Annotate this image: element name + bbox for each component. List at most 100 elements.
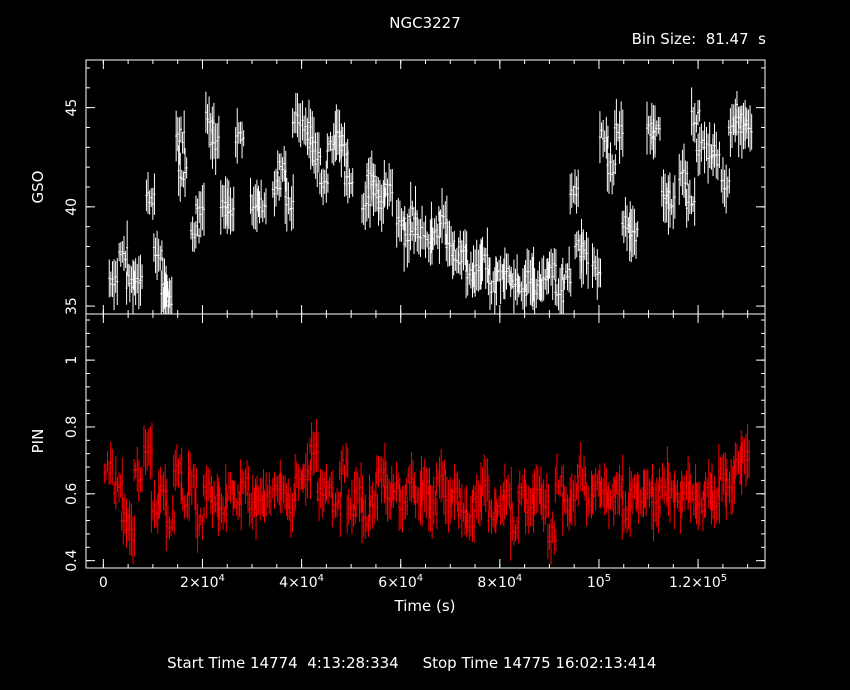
chart-title: NGC3227 <box>389 14 461 32</box>
gso-data-point <box>125 259 136 314</box>
pin-data-point <box>224 464 235 513</box>
pin-data-point <box>494 485 505 534</box>
pin-data-point <box>194 488 205 553</box>
gso-y-tick-label: 45 <box>64 99 80 117</box>
start-time-label: Start Time 14774 4:13:28:334 <box>167 654 399 672</box>
gso-data-point <box>271 168 282 217</box>
pin-data-point <box>717 444 728 508</box>
pin-data-point <box>576 441 587 496</box>
pin-data-point <box>472 474 483 527</box>
gso-data-point <box>705 122 716 184</box>
gso-data-point <box>732 90 743 136</box>
pin-data-point <box>554 453 565 505</box>
pin-data-point <box>479 454 490 513</box>
x-tick-label: 6×104 <box>378 573 423 591</box>
gso-data-point <box>613 99 624 164</box>
pin-data-point <box>217 482 228 537</box>
gso-data-point <box>118 220 129 276</box>
pin-data-point <box>157 463 168 519</box>
pin-data-point <box>390 461 401 509</box>
pin-data-point <box>487 487 498 534</box>
gso-data-point <box>628 205 639 263</box>
gso-data-point <box>403 213 414 272</box>
pin-y-tick-label: 0.4 <box>64 549 80 571</box>
pin-data-point <box>172 444 183 500</box>
gso-data-point <box>145 172 156 220</box>
gso-data-point <box>395 198 406 248</box>
gso-data-point <box>742 105 753 152</box>
pin-data-point <box>606 477 617 529</box>
pin-data-point <box>613 454 624 516</box>
pin-data-point <box>628 467 639 515</box>
gso-data-point <box>720 157 731 214</box>
pin-data-point <box>710 473 721 528</box>
gso-data-point <box>375 180 386 232</box>
gso-data-point <box>574 218 585 274</box>
gso-data-point <box>465 244 476 299</box>
gso-data-point <box>487 257 498 314</box>
pin-data-point <box>636 469 647 524</box>
pin-data-point <box>457 484 468 538</box>
x-tick-label: 4×104 <box>279 573 324 591</box>
gso-data-point <box>457 229 468 271</box>
pin-data-point <box>442 468 453 533</box>
bin-size-label: Bin Size: 81.47 s <box>631 30 766 48</box>
pin-data-point <box>383 460 394 522</box>
pin-data-point <box>732 442 743 496</box>
pin-data-point <box>405 451 416 504</box>
pin-data-point <box>361 494 372 544</box>
gso-data-point <box>665 175 676 235</box>
gso-data-point <box>591 243 602 300</box>
pin-data-point <box>113 456 124 511</box>
gso-data-point <box>338 122 349 178</box>
gso-data-point <box>646 101 657 160</box>
stop-time-label: Stop Time 14775 16:02:13:414 <box>422 654 657 672</box>
x-tick-label: 2×104 <box>180 573 225 591</box>
pin-data-point <box>346 479 357 535</box>
gso-data-point <box>361 175 372 230</box>
pin-frame <box>85 313 766 569</box>
pin-data-point <box>232 478 243 531</box>
pin-data-point <box>239 459 250 505</box>
pin-data-point <box>331 488 342 537</box>
gso-data-point <box>190 215 201 253</box>
pin-data-point <box>133 446 144 502</box>
pin-data-point <box>413 470 424 527</box>
gso-data-point <box>162 272 173 314</box>
pin-data-point <box>294 453 305 501</box>
gso-data-point <box>650 116 661 155</box>
pin-data-point <box>368 472 379 529</box>
pin-data-point <box>546 511 557 565</box>
pin-data-point <box>202 465 213 519</box>
gso-data-point <box>598 111 609 164</box>
gso-data-point <box>494 255 505 305</box>
gso-data-point <box>224 186 235 235</box>
gso-data-point <box>579 229 590 289</box>
x-tick-label: 8×104 <box>477 573 522 591</box>
gso-data-point <box>234 108 245 164</box>
pin-data-point <box>502 463 513 519</box>
pin-data-point <box>695 481 706 532</box>
gso-data-point <box>413 205 424 257</box>
gso-y-tick-label: 35 <box>64 297 80 315</box>
gso-axis-label: GSO <box>29 170 47 204</box>
gso-data-point <box>660 169 671 224</box>
pin-data-point <box>150 479 161 534</box>
pin-data-point <box>316 468 327 522</box>
pin-data-point <box>517 468 528 513</box>
pin-data-point <box>643 463 654 517</box>
pin-data-point <box>301 442 312 506</box>
gso-data-point <box>452 242 463 280</box>
pin-data-point <box>353 462 364 522</box>
gso-data-point <box>284 170 295 232</box>
pin-data-point <box>569 473 580 527</box>
gso-y-tick-label: 40 <box>64 198 80 216</box>
pin-data-point <box>740 423 751 487</box>
gso-data-point <box>445 220 456 280</box>
gso-data-point <box>326 110 337 169</box>
gso-data-point <box>318 160 329 206</box>
x-tick-label: 0 <box>99 575 108 591</box>
gso-data-point <box>710 131 721 181</box>
